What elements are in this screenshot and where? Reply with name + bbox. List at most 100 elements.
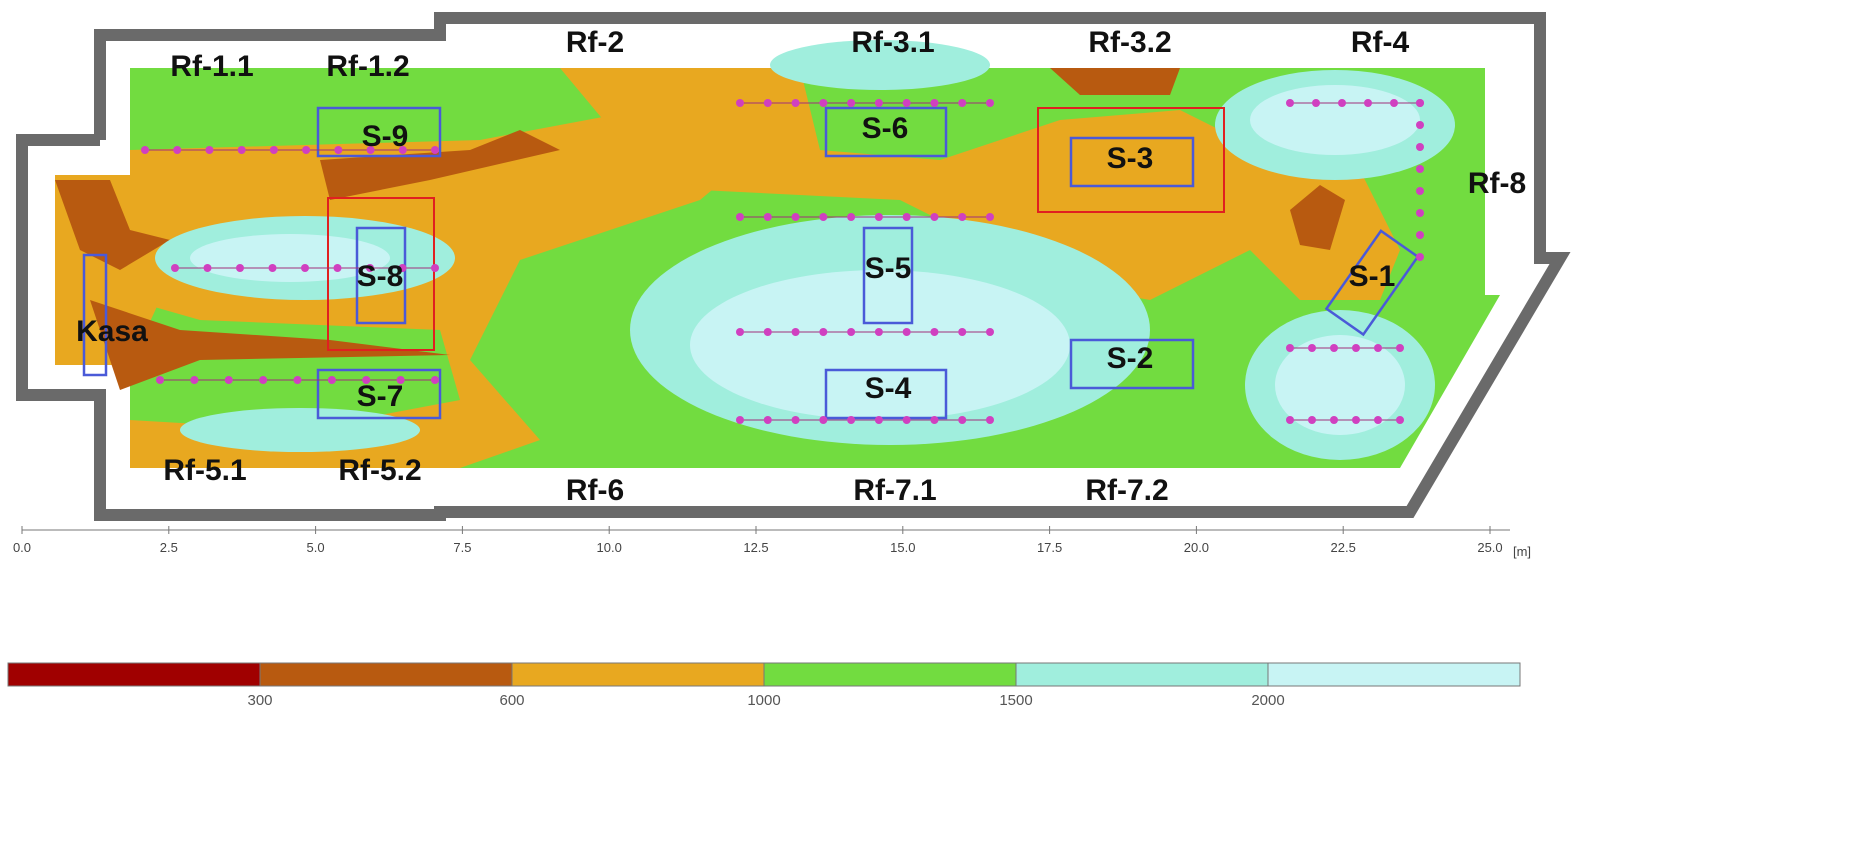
luminaire [958, 213, 966, 221]
luminaire [903, 99, 911, 107]
window-label: Rf-8 [1468, 167, 1526, 200]
legend-swatch [1268, 663, 1520, 686]
window-label: Rf-4 [1351, 26, 1410, 59]
window-label: Rf-7.1 [853, 474, 936, 507]
luminaire [736, 416, 744, 424]
luminaire [1330, 416, 1338, 424]
luminaire [930, 99, 938, 107]
legend-label: 600 [499, 692, 524, 709]
luminaire [1396, 344, 1404, 352]
luminaire [930, 328, 938, 336]
legend-swatch [260, 663, 512, 686]
luminaire [736, 328, 744, 336]
luminaire [294, 376, 302, 384]
luminaire [930, 416, 938, 424]
luminaire [875, 328, 883, 336]
luminaire [986, 213, 994, 221]
scale-label: 17.5 [1037, 540, 1062, 555]
zone-label: S-6 [862, 112, 909, 145]
luminaire [173, 146, 181, 154]
legend-swatch [1016, 663, 1268, 686]
luminaire [1416, 209, 1424, 217]
luminaire [958, 328, 966, 336]
window-label: Rf-3.2 [1088, 26, 1171, 59]
luminaire [792, 328, 800, 336]
luminaire [225, 376, 233, 384]
luminaire [847, 416, 855, 424]
floor-plan: Rf-1.1 Rf-1.2 Rf-2 Rf-3.1 Rf-3.2 Rf-4 Rf… [0, 0, 1863, 843]
luminaire [736, 99, 744, 107]
luminaire [1416, 253, 1424, 261]
window-label: Rf-3.1 [851, 26, 934, 59]
luminaire [156, 376, 164, 384]
luminaire [1416, 121, 1424, 129]
legend-swatch [8, 663, 260, 686]
luminaire [1416, 99, 1424, 107]
scale-label: 10.0 [597, 540, 622, 555]
luminaire [1330, 344, 1338, 352]
luminaire [930, 213, 938, 221]
luminaire [764, 213, 772, 221]
luminaire [986, 99, 994, 107]
zone-label: S-8 [357, 260, 404, 293]
luminaire [1312, 99, 1320, 107]
zone-label: S-9 [362, 120, 409, 153]
luminaire [1352, 416, 1360, 424]
luminaire [1374, 416, 1382, 424]
window-label: Rf-6 [566, 474, 624, 507]
luminaire [792, 416, 800, 424]
zone-label: S-7 [357, 380, 404, 413]
scale-label: 0.0 [13, 540, 31, 555]
legend-label: 1500 [999, 692, 1032, 709]
luminaire [1286, 344, 1294, 352]
luminaire [792, 213, 800, 221]
luminaire [875, 213, 883, 221]
scale-label: 15.0 [890, 540, 915, 555]
luminaire [301, 264, 309, 272]
luminaire [736, 213, 744, 221]
luminaire [1286, 99, 1294, 107]
zone-label: S-1 [1349, 260, 1396, 293]
luminaire [236, 264, 244, 272]
luminaire [1308, 416, 1316, 424]
luminaire [903, 213, 911, 221]
zone-label: S-3 [1107, 142, 1154, 175]
luminaire [269, 264, 277, 272]
luminaire [238, 146, 246, 154]
zone-label: S-4 [865, 372, 912, 405]
luminaire [819, 328, 827, 336]
window-label: Rf-7.2 [1085, 474, 1168, 507]
luminaire [958, 99, 966, 107]
luminaire [1416, 187, 1424, 195]
luminaire [1390, 99, 1398, 107]
luminaire [431, 376, 439, 384]
luminaire [1286, 416, 1294, 424]
luminaire [205, 146, 213, 154]
scale-label: 5.0 [307, 540, 325, 555]
legend-swatch [764, 663, 1016, 686]
scale-label: 25.0 [1477, 540, 1502, 555]
scale-unit: [m] [1513, 544, 1531, 559]
zone-label: S-2 [1107, 342, 1154, 375]
luminaire [764, 328, 772, 336]
scale-label: 22.5 [1331, 540, 1356, 555]
luminaire [764, 416, 772, 424]
luminaire [1396, 416, 1404, 424]
luminaire [819, 416, 827, 424]
luminaire [1338, 99, 1346, 107]
luminaire [986, 328, 994, 336]
cashier-label: Kasa [76, 315, 148, 348]
mint-region [180, 408, 420, 452]
luminaire [1364, 99, 1372, 107]
scale-label: 12.5 [743, 540, 768, 555]
luminaire [1416, 143, 1424, 151]
luminaire [847, 328, 855, 336]
scale-label: 7.5 [453, 540, 471, 555]
page: Rf-1.1 Rf-1.2 Rf-2 Rf-3.1 Rf-3.2 Rf-4 Rf… [0, 0, 1863, 843]
legend-label: 300 [247, 692, 272, 709]
luminaire [259, 376, 267, 384]
luminaire [903, 416, 911, 424]
luminaire [875, 416, 883, 424]
luminaire [875, 99, 883, 107]
